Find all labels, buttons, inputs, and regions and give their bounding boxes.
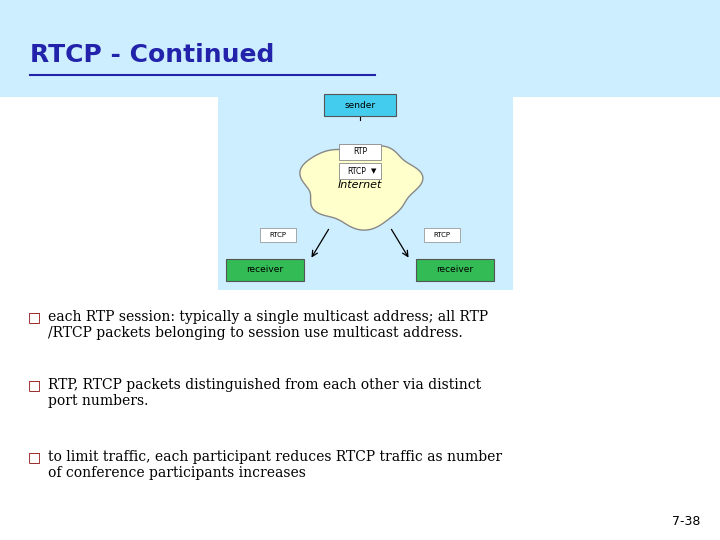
Text: receiver: receiver [436, 266, 474, 274]
Text: 7-38: 7-38 [672, 515, 700, 528]
Bar [0, 0, 720, 97]
PathPatch shape [300, 146, 423, 230]
Bar [339, 144, 381, 160]
Bar [226, 259, 304, 281]
Bar [260, 228, 296, 242]
Text: □: □ [28, 310, 41, 324]
Text: RTCP: RTCP [348, 166, 366, 176]
Bar [416, 259, 494, 281]
Text: sender: sender [344, 100, 376, 110]
Text: RTCP: RTCP [269, 232, 287, 238]
Text: to limit traffic, each participant reduces RTCP traffic as number
of conference : to limit traffic, each participant reduc… [48, 450, 502, 480]
Text: RTP, RTCP packets distinguished from each other via distinct
port numbers.: RTP, RTCP packets distinguished from eac… [48, 378, 481, 408]
Text: □: □ [28, 450, 41, 464]
Text: RTP: RTP [353, 147, 367, 157]
Text: ▼: ▼ [372, 168, 377, 174]
Text: RTCP - Continued: RTCP - Continued [30, 43, 274, 67]
Text: RTCP: RTCP [433, 232, 451, 238]
Text: □: □ [28, 378, 41, 392]
Bar [424, 228, 460, 242]
Bar [218, 80, 513, 290]
Text: Internet: Internet [338, 180, 382, 190]
Text: each RTP session: typically a single multicast address; all RTP
/RTCP packets be: each RTP session: typically a single mul… [48, 310, 488, 340]
Text: receiver: receiver [246, 266, 284, 274]
Bar [324, 94, 396, 116]
Bar [339, 163, 381, 179]
